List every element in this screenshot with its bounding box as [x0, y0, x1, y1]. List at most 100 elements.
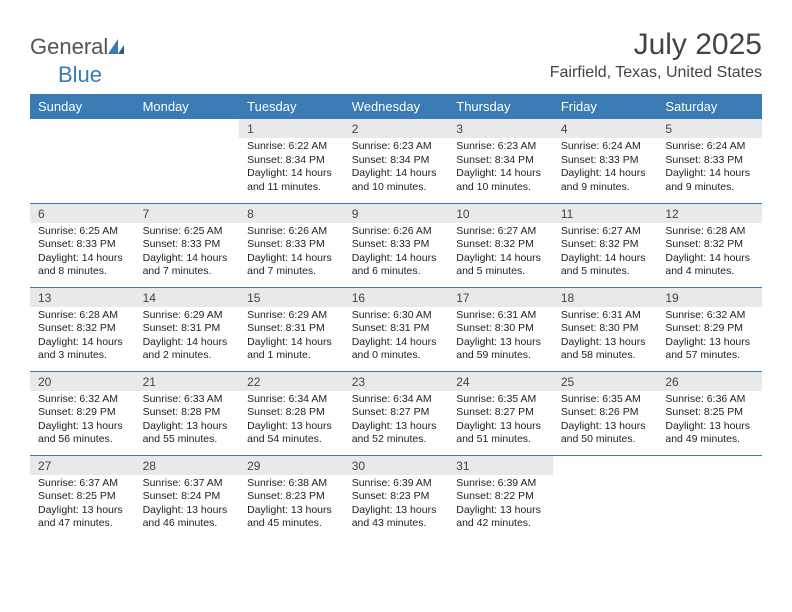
day-data: Sunrise: 6:37 AMSunset: 8:24 PMDaylight:…: [135, 475, 240, 536]
title-block: July 2025 Fairfield, Texas, United State…: [550, 28, 762, 82]
day-number: 16: [344, 288, 449, 307]
day-data: Sunrise: 6:29 AMSunset: 8:31 PMDaylight:…: [239, 307, 344, 368]
day-number: 10: [448, 204, 553, 223]
brand-name-gray: General: [30, 34, 108, 59]
calendar-day-cell: [657, 455, 762, 539]
day-number: 5: [657, 119, 762, 138]
calendar-day-cell: 3Sunrise: 6:23 AMSunset: 8:34 PMDaylight…: [448, 119, 553, 203]
day-data: Sunrise: 6:39 AMSunset: 8:22 PMDaylight:…: [448, 475, 553, 536]
month-title: July 2025: [550, 28, 762, 62]
day-number: 25: [553, 372, 658, 391]
weekday-header: Tuesday: [239, 94, 344, 119]
day-data: Sunrise: 6:37 AMSunset: 8:25 PMDaylight:…: [30, 475, 135, 536]
day-number: 23: [344, 372, 449, 391]
calendar-day-cell: 1Sunrise: 6:22 AMSunset: 8:34 PMDaylight…: [239, 119, 344, 203]
weekday-header: Monday: [135, 94, 240, 119]
day-data: Sunrise: 6:32 AMSunset: 8:29 PMDaylight:…: [30, 391, 135, 452]
brand-sail-icon: [106, 36, 126, 62]
day-data: Sunrise: 6:31 AMSunset: 8:30 PMDaylight:…: [448, 307, 553, 368]
day-data: Sunrise: 6:24 AMSunset: 8:33 PMDaylight:…: [657, 138, 762, 199]
calendar-day-cell: 23Sunrise: 6:34 AMSunset: 8:27 PMDayligh…: [344, 371, 449, 455]
calendar-day-cell: 6Sunrise: 6:25 AMSunset: 8:33 PMDaylight…: [30, 203, 135, 287]
calendar-day-cell: 7Sunrise: 6:25 AMSunset: 8:33 PMDaylight…: [135, 203, 240, 287]
day-data: Sunrise: 6:35 AMSunset: 8:26 PMDaylight:…: [553, 391, 658, 452]
day-data: Sunrise: 6:27 AMSunset: 8:32 PMDaylight:…: [448, 223, 553, 284]
day-data: Sunrise: 6:34 AMSunset: 8:27 PMDaylight:…: [344, 391, 449, 452]
day-data: Sunrise: 6:24 AMSunset: 8:33 PMDaylight:…: [553, 138, 658, 199]
day-data: Sunrise: 6:28 AMSunset: 8:32 PMDaylight:…: [657, 223, 762, 284]
day-number: 13: [30, 288, 135, 307]
day-data: Sunrise: 6:23 AMSunset: 8:34 PMDaylight:…: [344, 138, 449, 199]
calendar-day-cell: 27Sunrise: 6:37 AMSunset: 8:25 PMDayligh…: [30, 455, 135, 539]
calendar-week-row: 1Sunrise: 6:22 AMSunset: 8:34 PMDaylight…: [30, 119, 762, 203]
calendar-day-cell: 13Sunrise: 6:28 AMSunset: 8:32 PMDayligh…: [30, 287, 135, 371]
day-number: 29: [239, 456, 344, 475]
day-number: 17: [448, 288, 553, 307]
day-data: Sunrise: 6:25 AMSunset: 8:33 PMDaylight:…: [30, 223, 135, 284]
calendar-day-cell: 19Sunrise: 6:32 AMSunset: 8:29 PMDayligh…: [657, 287, 762, 371]
day-number: 22: [239, 372, 344, 391]
day-data: Sunrise: 6:35 AMSunset: 8:27 PMDaylight:…: [448, 391, 553, 452]
weekday-header: Sunday: [30, 94, 135, 119]
calendar-day-cell: 24Sunrise: 6:35 AMSunset: 8:27 PMDayligh…: [448, 371, 553, 455]
calendar-day-cell: 31Sunrise: 6:39 AMSunset: 8:22 PMDayligh…: [448, 455, 553, 539]
day-data: Sunrise: 6:32 AMSunset: 8:29 PMDaylight:…: [657, 307, 762, 368]
day-number: 28: [135, 456, 240, 475]
day-number: 20: [30, 372, 135, 391]
day-number: 3: [448, 119, 553, 138]
weekday-header: Friday: [553, 94, 658, 119]
calendar-day-cell: [30, 119, 135, 203]
calendar-day-cell: 15Sunrise: 6:29 AMSunset: 8:31 PMDayligh…: [239, 287, 344, 371]
calendar-week-row: 13Sunrise: 6:28 AMSunset: 8:32 PMDayligh…: [30, 287, 762, 371]
calendar-day-cell: 17Sunrise: 6:31 AMSunset: 8:30 PMDayligh…: [448, 287, 553, 371]
calendar-week-row: 27Sunrise: 6:37 AMSunset: 8:25 PMDayligh…: [30, 455, 762, 539]
day-number: 6: [30, 204, 135, 223]
day-data: Sunrise: 6:25 AMSunset: 8:33 PMDaylight:…: [135, 223, 240, 284]
day-data: Sunrise: 6:30 AMSunset: 8:31 PMDaylight:…: [344, 307, 449, 368]
weekday-header: Wednesday: [344, 94, 449, 119]
calendar-day-cell: 9Sunrise: 6:26 AMSunset: 8:33 PMDaylight…: [344, 203, 449, 287]
calendar-day-cell: 4Sunrise: 6:24 AMSunset: 8:33 PMDaylight…: [553, 119, 658, 203]
calendar-day-cell: 30Sunrise: 6:39 AMSunset: 8:23 PMDayligh…: [344, 455, 449, 539]
calendar-day-cell: 8Sunrise: 6:26 AMSunset: 8:33 PMDaylight…: [239, 203, 344, 287]
day-data: Sunrise: 6:28 AMSunset: 8:32 PMDaylight:…: [30, 307, 135, 368]
day-data: Sunrise: 6:38 AMSunset: 8:23 PMDaylight:…: [239, 475, 344, 536]
brand-name: General Blue: [30, 34, 126, 88]
calendar-day-cell: 25Sunrise: 6:35 AMSunset: 8:26 PMDayligh…: [553, 371, 658, 455]
day-number: 9: [344, 204, 449, 223]
day-data: Sunrise: 6:22 AMSunset: 8:34 PMDaylight:…: [239, 138, 344, 199]
location-text: Fairfield, Texas, United States: [550, 64, 762, 82]
day-number: 12: [657, 204, 762, 223]
day-data: Sunrise: 6:26 AMSunset: 8:33 PMDaylight:…: [239, 223, 344, 284]
calendar-day-cell: 12Sunrise: 6:28 AMSunset: 8:32 PMDayligh…: [657, 203, 762, 287]
calendar-day-cell: 5Sunrise: 6:24 AMSunset: 8:33 PMDaylight…: [657, 119, 762, 203]
calendar-day-cell: 21Sunrise: 6:33 AMSunset: 8:28 PMDayligh…: [135, 371, 240, 455]
calendar-week-row: 20Sunrise: 6:32 AMSunset: 8:29 PMDayligh…: [30, 371, 762, 455]
day-number: 21: [135, 372, 240, 391]
calendar-day-cell: 16Sunrise: 6:30 AMSunset: 8:31 PMDayligh…: [344, 287, 449, 371]
day-number: 24: [448, 372, 553, 391]
weekday-header: Saturday: [657, 94, 762, 119]
day-number: 31: [448, 456, 553, 475]
day-number: 15: [239, 288, 344, 307]
day-number: 2: [344, 119, 449, 138]
calendar-day-cell: [135, 119, 240, 203]
calendar-day-cell: 18Sunrise: 6:31 AMSunset: 8:30 PMDayligh…: [553, 287, 658, 371]
day-data: Sunrise: 6:23 AMSunset: 8:34 PMDaylight:…: [448, 138, 553, 199]
calendar-week-row: 6Sunrise: 6:25 AMSunset: 8:33 PMDaylight…: [30, 203, 762, 287]
day-data: Sunrise: 6:31 AMSunset: 8:30 PMDaylight:…: [553, 307, 658, 368]
day-number: 30: [344, 456, 449, 475]
day-number: 19: [657, 288, 762, 307]
calendar-day-cell: 22Sunrise: 6:34 AMSunset: 8:28 PMDayligh…: [239, 371, 344, 455]
day-data: Sunrise: 6:34 AMSunset: 8:28 PMDaylight:…: [239, 391, 344, 452]
weekday-header-row: SundayMondayTuesdayWednesdayThursdayFrid…: [30, 94, 762, 119]
calendar-day-cell: 28Sunrise: 6:37 AMSunset: 8:24 PMDayligh…: [135, 455, 240, 539]
day-data: Sunrise: 6:26 AMSunset: 8:33 PMDaylight:…: [344, 223, 449, 284]
day-number: 4: [553, 119, 658, 138]
calendar-day-cell: 20Sunrise: 6:32 AMSunset: 8:29 PMDayligh…: [30, 371, 135, 455]
calendar-day-cell: 11Sunrise: 6:27 AMSunset: 8:32 PMDayligh…: [553, 203, 658, 287]
day-number: 18: [553, 288, 658, 307]
calendar-day-cell: 14Sunrise: 6:29 AMSunset: 8:31 PMDayligh…: [135, 287, 240, 371]
day-data: Sunrise: 6:36 AMSunset: 8:25 PMDaylight:…: [657, 391, 762, 452]
day-data: Sunrise: 6:33 AMSunset: 8:28 PMDaylight:…: [135, 391, 240, 452]
